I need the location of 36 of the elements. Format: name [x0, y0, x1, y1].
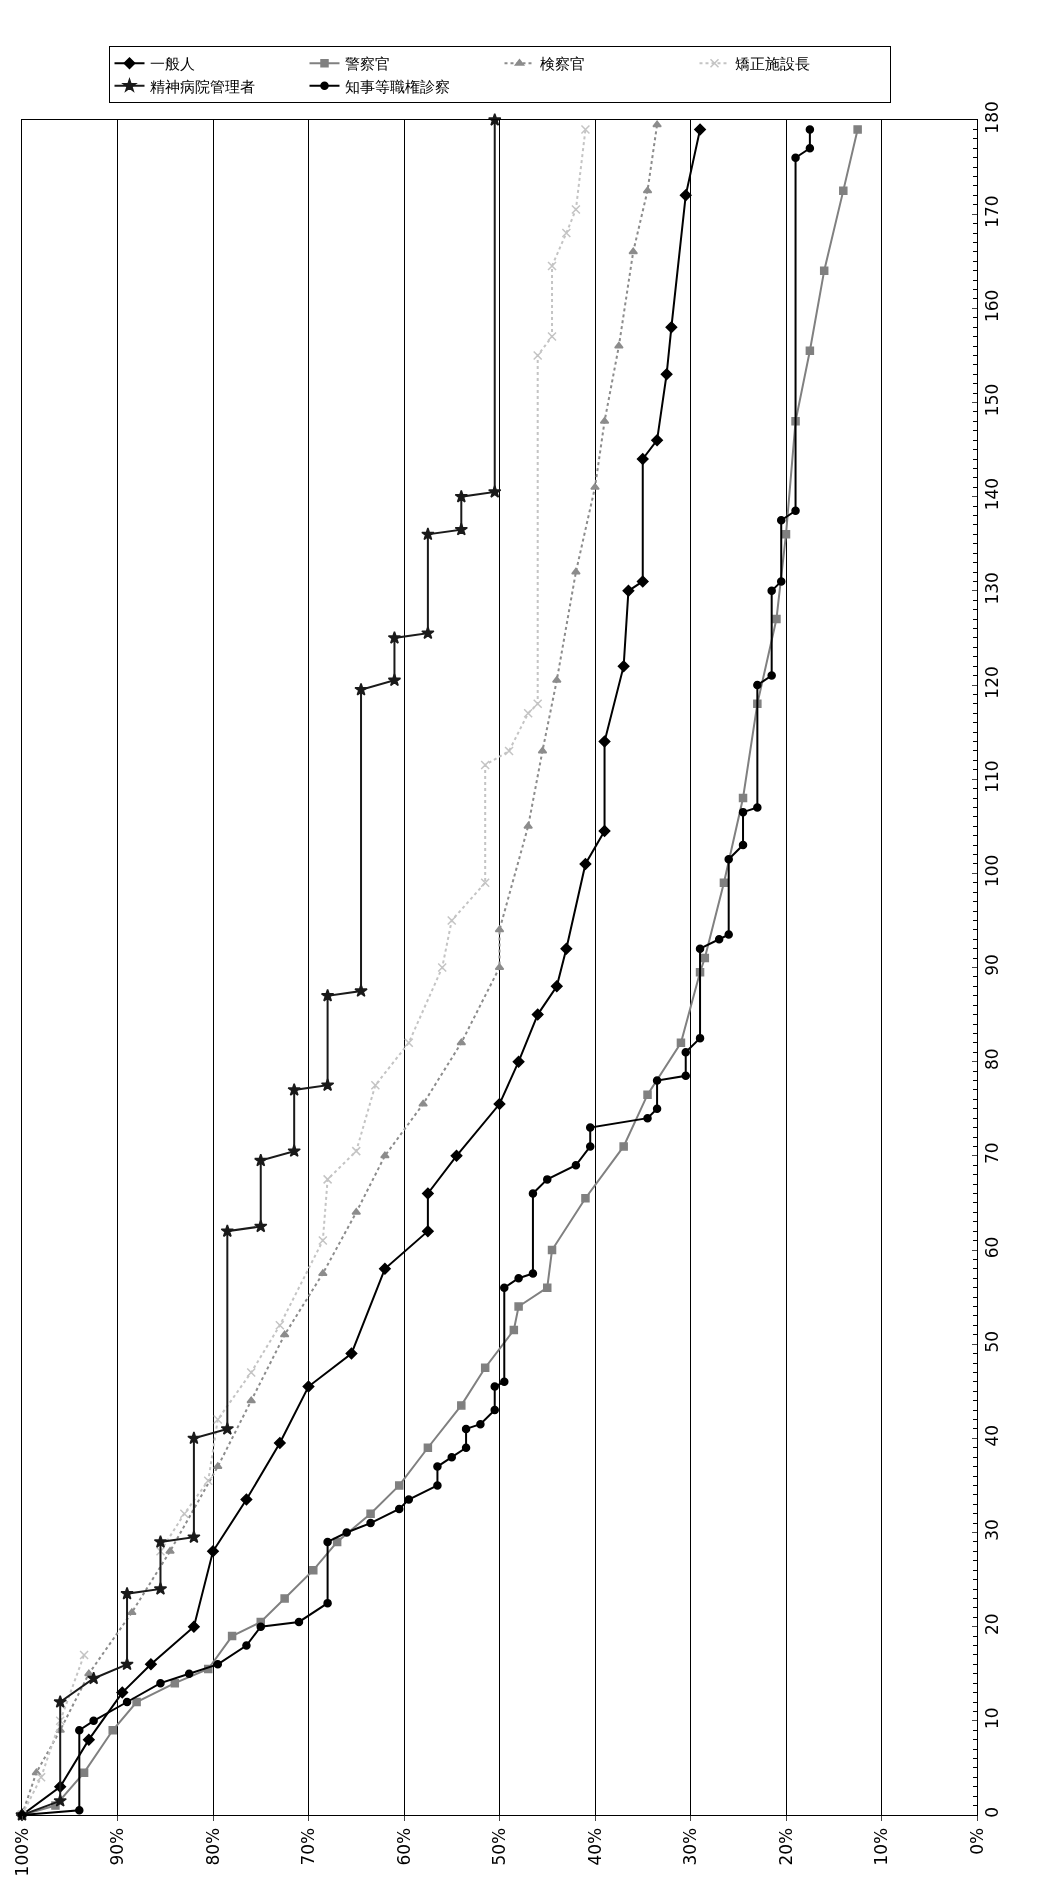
y-tick-label: 0	[982, 1807, 1003, 1818]
legend-label: 精神病院管理者	[149, 77, 255, 96]
y-tick-label: 180	[982, 101, 1003, 134]
y-tick-label: 110	[982, 760, 1003, 793]
x-tick-label: 30%	[680, 1827, 701, 1866]
x-tick-label: 10%	[871, 1827, 892, 1866]
legend-label: 検察官	[539, 55, 585, 74]
y-tick-label: 170	[982, 195, 1003, 228]
x-tick-label: 60%	[393, 1827, 414, 1866]
y-tick-label: 30	[982, 1519, 1003, 1541]
legend-label: 矯正施設長	[734, 55, 810, 74]
x-tick-label: 50%	[489, 1827, 510, 1866]
legend-label: 知事等職権診察	[344, 77, 450, 96]
x-tick-label: 80%	[202, 1827, 223, 1866]
y-tick-label: 130	[982, 572, 1003, 605]
legend-label: 警察官	[344, 55, 390, 74]
y-tick-label: 80	[982, 1048, 1003, 1070]
x-tick-label: 70%	[298, 1827, 319, 1866]
x-tick-label: 40%	[584, 1827, 605, 1866]
y-tick-label: 150	[982, 383, 1003, 417]
x-tick-label: 0%	[966, 1827, 987, 1855]
x-tick-label: 100%	[11, 1827, 32, 1877]
y-tick-label: 20	[982, 1613, 1003, 1635]
y-tick-label: 10	[982, 1707, 1003, 1730]
legend-label: 一般人	[149, 55, 195, 74]
y-tick-label: 100	[982, 854, 1003, 888]
x-tick-label: 90%	[107, 1827, 128, 1866]
y-tick-label: 140	[982, 477, 1003, 511]
y-tick-label: 90	[982, 954, 1003, 976]
y-tick-label: 50	[982, 1330, 1003, 1353]
y-tick-label: 160	[982, 289, 1003, 323]
y-tick-label: 70	[982, 1142, 1003, 1165]
y-tick-label: 40	[982, 1424, 1003, 1447]
y-tick-label: 120	[982, 666, 1003, 699]
y-tick-label: 60	[982, 1236, 1003, 1259]
x-tick-label: 20%	[775, 1827, 796, 1866]
